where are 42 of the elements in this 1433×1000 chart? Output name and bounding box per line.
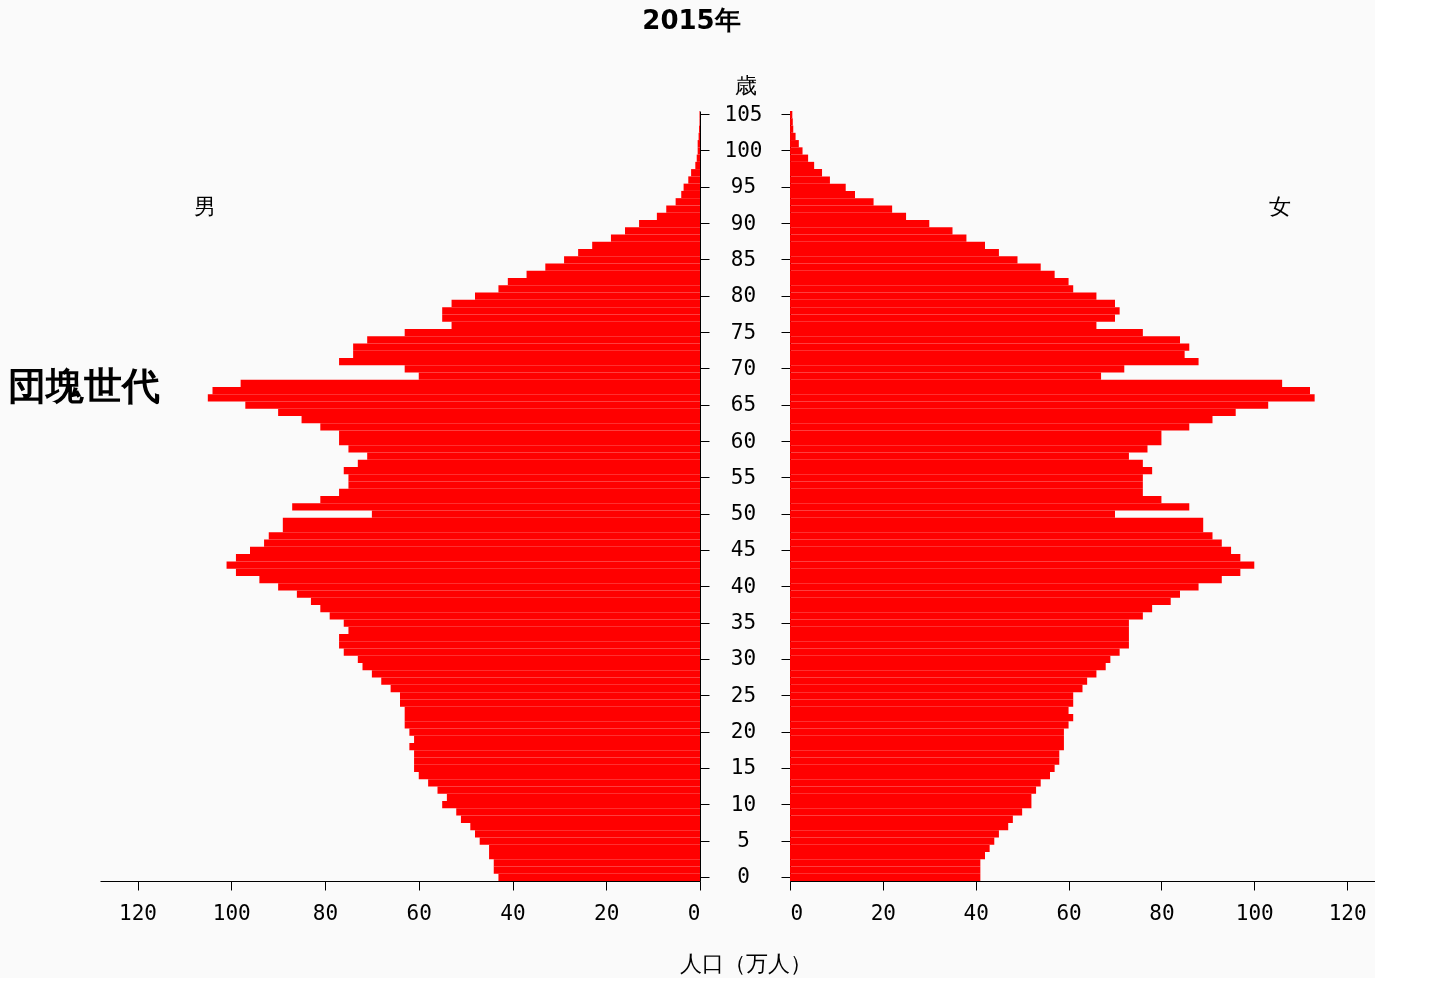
x-tick-label: 20 — [594, 900, 620, 925]
y-tick-label: 15 — [730, 755, 757, 780]
y-tick-label: 65 — [730, 392, 757, 417]
y-tick-label: 0 — [737, 864, 750, 889]
y-tick-label: 90 — [730, 210, 757, 235]
y-tick-label: 35 — [730, 610, 757, 635]
x-tick-label: 80 — [312, 900, 339, 925]
x-tick-label: 60 — [406, 900, 432, 925]
y-tick-label: 75 — [730, 319, 757, 344]
x-tick-label: 100 — [1235, 900, 1274, 925]
x-tick-label: 20 — [870, 900, 897, 925]
annotation: 団塊世代 — [8, 364, 160, 409]
y-axis-title: 歳 — [734, 72, 757, 98]
y-tick-label: 80 — [730, 283, 757, 308]
y-tick-label: 25 — [730, 682, 757, 707]
y-tick-label: 95 — [730, 174, 757, 199]
y-tick-label: 50 — [730, 501, 757, 526]
x-tick-label: 40 — [963, 900, 989, 925]
y-tick-label: 20 — [730, 719, 757, 744]
y-tick-label: 40 — [730, 573, 757, 598]
y-tick-label: 70 — [730, 355, 757, 380]
y-tick-label: 85 — [730, 246, 757, 271]
y-tick-label: 5 — [737, 828, 750, 853]
chart-title: 2015年 — [642, 5, 741, 35]
y-tick-label: 105 — [724, 101, 763, 126]
x-tick-label: 60 — [1056, 900, 1082, 925]
y-tick-label: 45 — [730, 537, 757, 562]
x-tick-label: 120 — [1328, 900, 1367, 925]
x-tick-label: 40 — [500, 900, 526, 925]
y-tick-label: 10 — [730, 791, 757, 816]
x-axis-title: 人口（万人） — [679, 950, 812, 976]
x-tick-label: 0 — [790, 900, 804, 925]
x-tick-label: 80 — [1149, 900, 1175, 925]
text: 男 — [194, 194, 216, 219]
y-tick-label: 60 — [730, 428, 757, 453]
y-tick-label: 55 — [730, 464, 757, 489]
x-tick-label: 100 — [212, 900, 251, 925]
x-tick-label: 120 — [119, 900, 157, 925]
y-tick-label: 100 — [724, 137, 763, 162]
x-tick-label: 0 — [687, 900, 701, 925]
text: 女 — [1269, 194, 1291, 219]
y-tick-label: 30 — [730, 646, 757, 671]
